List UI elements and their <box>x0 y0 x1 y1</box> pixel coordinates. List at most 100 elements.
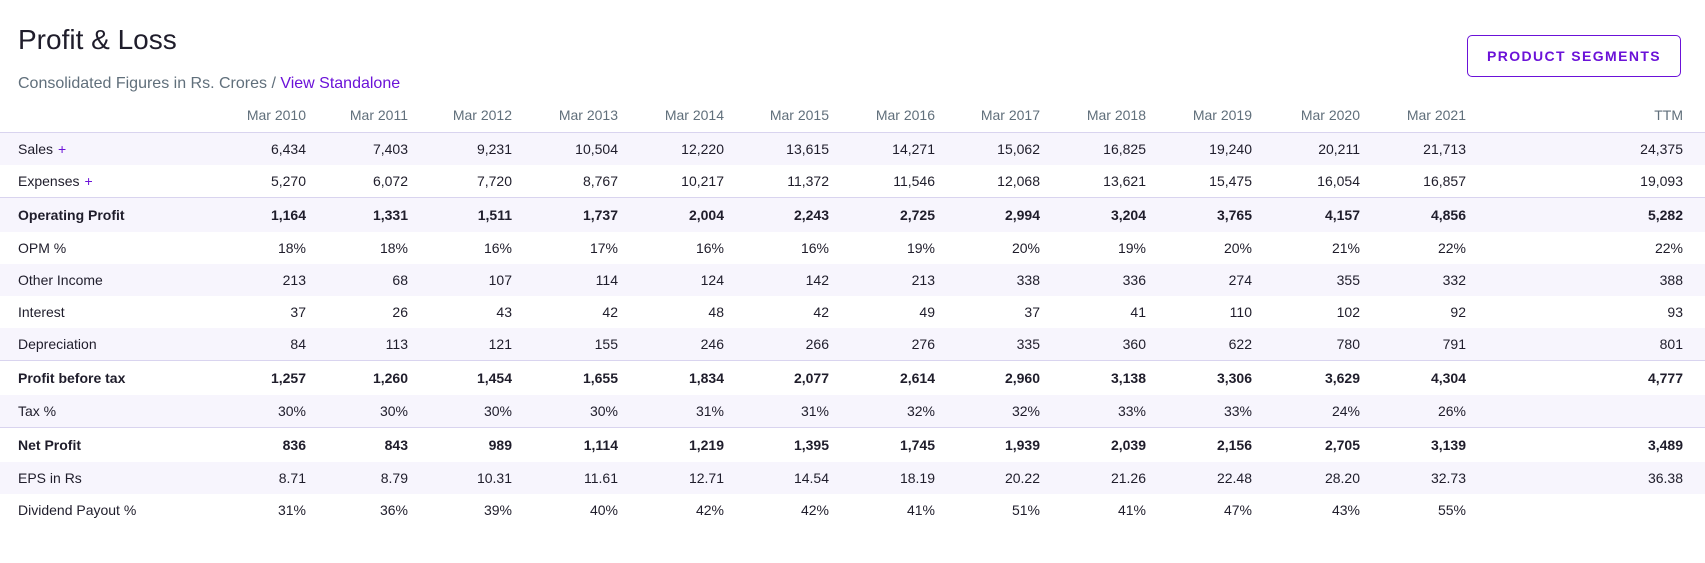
table-cell: 16,825 <box>1040 132 1146 165</box>
section-header: Profit & Loss Consolidated Figures in Rs… <box>0 20 1705 98</box>
row-label: OPM % <box>0 232 201 264</box>
table-cell: 1,257 <box>201 360 306 395</box>
expand-plus-icon[interactable]: + <box>84 173 93 189</box>
table-cell: 20% <box>1223 240 1252 256</box>
row-label[interactable]: Expenses + <box>0 165 201 198</box>
table-cell: 30% <box>306 395 408 428</box>
table-cell: 5,282 <box>1466 197 1705 232</box>
column-header: Mar 2018 <box>1040 98 1146 133</box>
table-cell: 32% <box>935 395 1040 428</box>
column-header: Mar 2014 <box>618 98 724 133</box>
row-label: Net Profit <box>0 427 201 462</box>
table-row: Other Income 213 68 107 114 124 142 213 338 336 27… <box>0 264 1705 296</box>
table-cell: 32% <box>829 395 935 428</box>
table-cell: 2,960 <box>935 360 1040 395</box>
table-row: Operating Profit 1,164 1,331 1,511 1,737 2,00… <box>0 197 1705 232</box>
table-cell: 2,614 <box>829 360 935 395</box>
table-cell: 33% <box>1146 395 1252 428</box>
table-cell: 41% <box>1117 502 1146 518</box>
table-cell: 338 <box>935 264 1040 296</box>
table-cell: 3,489 <box>1466 427 1705 462</box>
row-label-text: Interest <box>18 304 65 320</box>
row-label: Dividend Payout % <box>0 494 201 526</box>
table-cell: 1,737 <box>512 197 618 232</box>
table-cell: 836 <box>201 427 306 462</box>
table-cell: 20,211 <box>1252 132 1360 165</box>
table-cell: 336 <box>1040 264 1146 296</box>
table-cell: 2,705 <box>1252 427 1360 462</box>
table-cell: 8.79 <box>306 462 408 494</box>
column-header: Mar 2017 <box>935 98 1040 133</box>
table-cell: 26 <box>392 304 408 320</box>
table-cell: 43 <box>496 304 512 320</box>
row-label: Depreciation <box>0 328 201 361</box>
row-label-text: Expenses <box>18 173 80 189</box>
table-cell: 11,372 <box>787 173 829 189</box>
product-segments-button[interactable]: PRODUCT SEGMENTS <box>1467 35 1681 77</box>
table-cell: 42 <box>602 304 618 320</box>
table-cell: 14.54 <box>724 462 829 494</box>
table-cell: 6,072 <box>372 173 408 189</box>
column-header: Mar 2019 <box>1146 98 1252 133</box>
table-cell: 31% <box>277 502 306 518</box>
table-row[interactable]: Sales +6,434 7,403 9,231 10,504 12,220 13,615 1… <box>0 132 1705 165</box>
table-cell: 30% <box>512 395 618 428</box>
row-label-text: Sales <box>18 141 54 157</box>
table-cell: 16% <box>695 240 724 256</box>
table-cell: 246 <box>618 328 724 361</box>
table-cell: 2,077 <box>724 360 829 395</box>
column-header: Mar 2011 <box>306 98 408 133</box>
table-cell: 16,857 <box>1423 173 1466 189</box>
table-cell: 21,713 <box>1360 132 1466 165</box>
table-cell: 1,939 <box>935 427 1040 462</box>
table-cell: 1,164 <box>201 197 306 232</box>
view-standalone-link[interactable]: View Standalone <box>280 75 401 92</box>
row-label[interactable]: Sales + <box>0 132 201 165</box>
column-header: Mar 2016 <box>829 98 935 133</box>
table-cell: 355 <box>1252 264 1360 296</box>
table-cell: 989 <box>408 427 512 462</box>
table-cell: 4,304 <box>1360 360 1466 395</box>
table-cell: 276 <box>829 328 935 361</box>
table-cell: 213 <box>201 264 306 296</box>
table-cell: 20% <box>1011 240 1040 256</box>
table-cell: 213 <box>829 264 935 296</box>
table-cell: 12.71 <box>618 462 724 494</box>
table-cell: 19,093 <box>1640 173 1683 189</box>
table-cell: 3,629 <box>1252 360 1360 395</box>
column-header: Mar 2021 <box>1360 98 1466 133</box>
row-label: Other Income <box>0 264 201 296</box>
table-cell: 266 <box>724 328 829 361</box>
column-header: TTM <box>1466 98 1705 133</box>
table-cell: 42% <box>695 502 724 518</box>
table-cell: 1,260 <box>306 360 408 395</box>
table-row: OPM % 18% 18% 16% 17% 16% 16% 19% 20% 19% 20% 21% 22… <box>0 232 1705 264</box>
table-cell: 113 <box>306 328 408 361</box>
table-cell: 14,271 <box>829 132 935 165</box>
row-label-text: Operating Profit <box>18 207 125 223</box>
table-cell: 1,331 <box>306 197 408 232</box>
row-label: Profit before tax <box>0 360 201 395</box>
column-header: Mar 2013 <box>512 98 618 133</box>
table-cell: 36% <box>379 502 408 518</box>
table-cell: 102 <box>1336 304 1360 320</box>
table-cell: 93 <box>1667 304 1683 320</box>
table-cell: 7,720 <box>476 173 512 189</box>
table-cell: 48 <box>708 304 724 320</box>
table-cell: 3,139 <box>1360 427 1466 462</box>
table-cell: 1,834 <box>618 360 724 395</box>
table-cell: 7,403 <box>306 132 408 165</box>
table-cell: 28.20 <box>1252 462 1360 494</box>
table-row[interactable]: Expenses +5,270 6,072 7,720 8,767 10,217 11,37… <box>0 165 1705 198</box>
table-cell: 3,138 <box>1040 360 1146 395</box>
table-cell: 2,994 <box>935 197 1040 232</box>
table-cell: 1,454 <box>408 360 512 395</box>
table-cell <box>1466 395 1705 428</box>
header-label-cell <box>0 98 201 133</box>
table-cell: 121 <box>408 328 512 361</box>
table-cell: 11,546 <box>893 173 935 189</box>
table-cell: 2,039 <box>1040 427 1146 462</box>
expand-plus-icon[interactable]: + <box>58 141 67 157</box>
table-cell: 15,062 <box>935 132 1040 165</box>
